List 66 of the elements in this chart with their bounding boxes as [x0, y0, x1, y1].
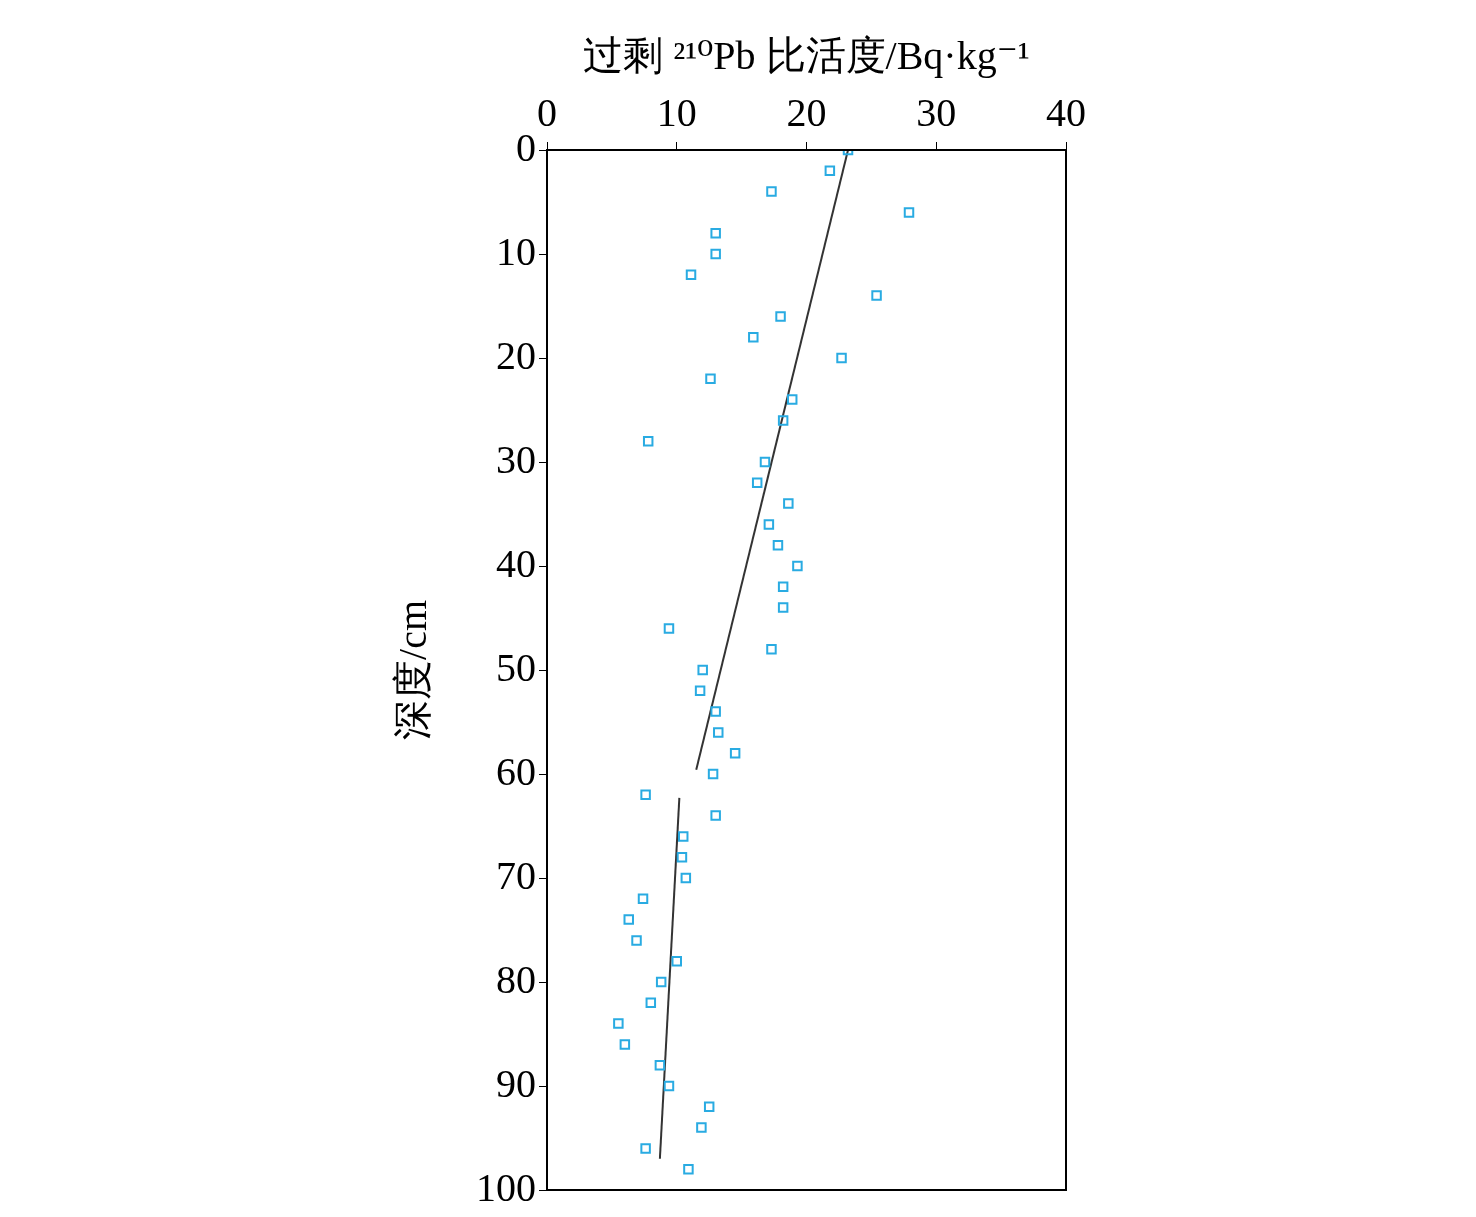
- point: [703, 1101, 715, 1113]
- point: [824, 165, 836, 177]
- point: [642, 435, 654, 447]
- point: [619, 1039, 631, 1050]
- point: [766, 186, 777, 197]
- point: [903, 207, 915, 218]
- y-tick-label: 60: [496, 748, 536, 794]
- point: [710, 227, 721, 239]
- point: [680, 872, 692, 884]
- point: [729, 747, 741, 759]
- point: [645, 997, 657, 1009]
- point: [676, 851, 688, 863]
- y-tick-label: 40: [496, 540, 536, 586]
- point: [871, 290, 882, 301]
- point: [663, 623, 675, 634]
- point: [710, 706, 721, 717]
- point: [663, 1080, 675, 1092]
- point: [772, 539, 784, 551]
- x-tick-label: 30: [916, 89, 957, 135]
- x-axis-title: 过剩 ²¹⁰Pb 比活度/Bq·kg⁻¹: [583, 32, 1030, 78]
- point: [766, 643, 777, 655]
- y-tick-label: 10: [496, 228, 536, 274]
- point: [759, 456, 771, 468]
- point: [631, 935, 642, 946]
- point: [623, 914, 634, 925]
- y-tick-label: 20: [496, 332, 536, 378]
- point: [710, 810, 721, 821]
- point: [836, 352, 847, 364]
- y-axis-title: 深度/cm: [389, 600, 435, 740]
- point: [710, 248, 721, 260]
- point: [763, 519, 775, 530]
- point: [678, 831, 689, 842]
- point: [777, 602, 789, 613]
- point: [640, 789, 651, 801]
- point: [777, 581, 789, 593]
- point: [713, 727, 724, 738]
- point: [751, 477, 763, 489]
- y-tick-label: 70: [496, 852, 536, 898]
- point: [705, 373, 716, 385]
- point: [775, 311, 786, 322]
- y-tick-label: 50: [496, 644, 536, 690]
- y-tick-label: 90: [496, 1060, 536, 1106]
- point: [783, 498, 794, 509]
- point: [696, 1122, 707, 1133]
- x-tick-label: 20: [786, 89, 827, 135]
- point: [655, 976, 667, 988]
- point: [685, 269, 697, 281]
- y-tick-label: 80: [496, 956, 536, 1002]
- y-tick-label: 30: [496, 436, 536, 482]
- point: [683, 1163, 694, 1175]
- point: [654, 1059, 666, 1071]
- x-tick-label: 40: [1046, 89, 1086, 135]
- point: [786, 394, 798, 405]
- y-tick-label: 100: [476, 1164, 536, 1210]
- point: [640, 1143, 651, 1154]
- point: [694, 685, 706, 697]
- point: [777, 415, 789, 426]
- point: [671, 955, 682, 967]
- y-tick-label: 0: [516, 124, 536, 170]
- point: [637, 893, 649, 905]
- point: [697, 664, 708, 676]
- point: [613, 1018, 624, 1029]
- point: [748, 331, 759, 343]
- point: [707, 768, 719, 780]
- x-tick-label: 10: [656, 89, 697, 135]
- point: [792, 560, 803, 572]
